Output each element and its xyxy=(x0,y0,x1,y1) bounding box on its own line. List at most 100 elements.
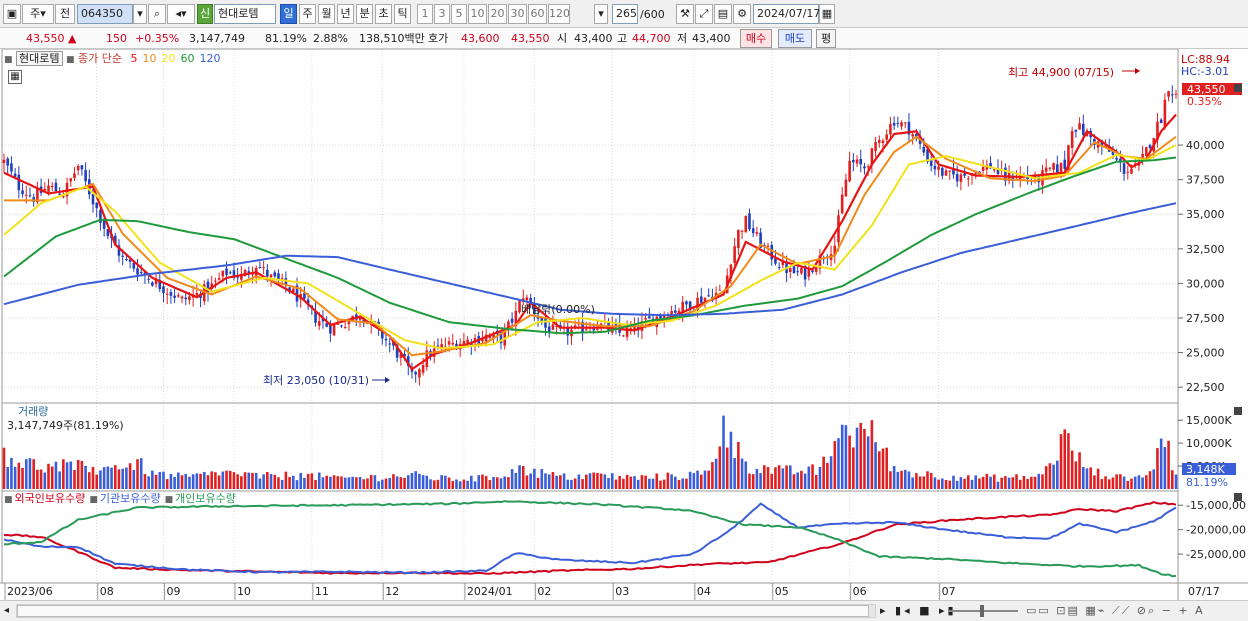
interval-button[interactable]: 3 xyxy=(434,4,450,24)
current-price-tag: 43,550 xyxy=(1187,83,1226,96)
legend-ma-120[interactable]: 120 xyxy=(199,52,221,65)
holding-legend-item[interactable]: 기관보유수량 xyxy=(99,492,161,505)
volume-bar xyxy=(970,479,974,489)
volume-bar xyxy=(117,469,121,489)
holding-legend-item[interactable]: 개인보유수량 xyxy=(175,492,236,505)
zoom-slider-handle[interactable] xyxy=(980,605,984,617)
interval-button[interactable]: 20 xyxy=(488,4,507,24)
scroll-track[interactable] xyxy=(16,604,876,618)
volume-bar xyxy=(466,480,469,489)
period-button[interactable]: 월 xyxy=(318,4,335,24)
legend-ma-10[interactable]: 10 xyxy=(142,52,157,65)
volume-bar xyxy=(1148,471,1152,489)
volume-bar xyxy=(1100,479,1104,489)
volume-title: 거래량 xyxy=(18,405,48,418)
period-button[interactable]: 년 xyxy=(337,4,354,24)
drawing-tools[interactable]: ▭▭ ⊡▤ ▦⌁ ⟋⟋ ⊘⌕ − + A xyxy=(1026,604,1205,617)
search-icon[interactable]: ⌕ xyxy=(148,4,166,24)
volume-bar xyxy=(191,474,195,489)
volume-bar xyxy=(1163,447,1167,489)
legend-bullet-icon: ■ xyxy=(4,55,13,65)
playback-controls[interactable]: ▸ ▮◂ ■ ▸▮ xyxy=(880,604,957,617)
volume-bar xyxy=(325,475,328,489)
candle-body xyxy=(503,328,506,346)
candle-body xyxy=(1137,163,1141,166)
x-axis-end-label: 07/17 xyxy=(1188,585,1220,598)
candle-body xyxy=(992,169,996,171)
legend-ma-60[interactable]: 60 xyxy=(180,52,195,65)
interval-button[interactable]: 30 xyxy=(508,4,527,24)
open-price: 43,400 xyxy=(574,32,613,45)
arrow-icon[interactable]: ⤢ xyxy=(695,4,713,24)
period-button[interactable]: 분 xyxy=(356,4,373,24)
volume-bar xyxy=(1167,440,1170,489)
holding-legend-item[interactable]: 외국인보유수량 xyxy=(14,492,86,505)
volume-bar xyxy=(529,473,532,489)
chart-scrollbar[interactable]: ◂ ▸ ▮◂ ■ ▸▮ ▭▭ ⊡▤ ▦⌁ ⟋⟋ ⊘⌕ − + A xyxy=(0,600,1248,621)
volume-bar xyxy=(948,480,952,489)
volume-bar xyxy=(1004,476,1007,489)
candle-body xyxy=(592,327,596,331)
interval-button[interactable]: 10 xyxy=(468,4,487,24)
volume-bar xyxy=(43,472,47,489)
volume-bar xyxy=(455,479,458,489)
candle-body xyxy=(358,317,362,320)
volume-bar xyxy=(425,475,429,489)
legend-ma-20[interactable]: 20 xyxy=(161,52,176,65)
candle-body xyxy=(481,339,484,342)
volume-bar xyxy=(826,462,829,489)
volume-bar xyxy=(1126,480,1130,489)
legend-stock-name[interactable]: 현대로템 xyxy=(16,51,63,66)
window-icon[interactable]: ▣ xyxy=(3,4,21,24)
stock-code-input[interactable]: 064350 xyxy=(77,4,133,24)
speaker-icon[interactable]: ◂▾ xyxy=(167,4,195,24)
legend-bullet-icon: ■ xyxy=(66,55,75,65)
volume-bar xyxy=(559,475,562,489)
period-button[interactable]: 초 xyxy=(375,4,392,24)
candle-body xyxy=(399,353,403,358)
prev-button[interactable]: 전 xyxy=(55,4,75,24)
candle-body xyxy=(336,323,340,325)
eval-button[interactable]: 평 xyxy=(816,29,836,48)
scroll-thumb[interactable] xyxy=(17,605,869,617)
interval-button[interactable]: 60 xyxy=(528,4,547,24)
scroll-left-icon[interactable]: ◂ xyxy=(4,605,10,616)
period-button[interactable]: 주 xyxy=(299,4,316,24)
market-select[interactable]: 주▾ xyxy=(22,4,54,24)
legend-ma-5[interactable]: 5 xyxy=(130,52,138,65)
sell-button[interactable]: 매도 xyxy=(778,29,812,48)
price-panel-scroll-icon[interactable] xyxy=(1234,84,1242,92)
table-toggle-icon[interactable]: ▦ xyxy=(8,70,22,84)
volume-bar xyxy=(303,477,306,489)
code-dropdown-icon[interactable]: ▾ xyxy=(133,4,147,24)
interval-button[interactable]: 5 xyxy=(451,4,467,24)
gear-icon[interactable]: ⚙ xyxy=(733,4,751,24)
save-icon[interactable]: ▤ xyxy=(714,4,732,24)
volume-panel-close-icon[interactable] xyxy=(1234,407,1242,415)
candle-body xyxy=(1130,168,1133,174)
holding-panel-close-icon[interactable] xyxy=(1234,493,1242,501)
count-input[interactable]: 265 xyxy=(612,4,638,24)
volume-bar xyxy=(651,478,655,489)
period-button[interactable]: 일 xyxy=(280,4,297,24)
interval-dropdown-icon[interactable]: ▾ xyxy=(594,4,608,24)
volume-bar xyxy=(863,428,866,489)
volume-bar xyxy=(340,476,343,489)
interval-button[interactable]: 1 xyxy=(417,4,433,24)
candle-body xyxy=(751,228,755,234)
stock-chart[interactable]: 40,000 37,500 35,000 32,500 30,000 27,500 25,0… xyxy=(0,49,1248,621)
interval-button[interactable]: 120 xyxy=(548,4,570,24)
calendar-icon[interactable]: ▦ xyxy=(819,4,835,24)
candle-body xyxy=(777,266,781,268)
candle-body xyxy=(729,264,733,279)
date-input[interactable]: 2024/07/17 xyxy=(753,4,820,24)
candle-body xyxy=(125,258,128,260)
indicator-icon[interactable]: ⚒ xyxy=(676,4,694,24)
volume-bar xyxy=(1115,474,1118,489)
buy-button[interactable]: 매수 xyxy=(740,29,772,48)
candle-body xyxy=(10,163,13,172)
period-button[interactable]: 틱 xyxy=(394,4,411,24)
candle-body xyxy=(128,259,132,262)
volume-bar xyxy=(132,469,136,489)
volume-bar xyxy=(911,477,914,489)
